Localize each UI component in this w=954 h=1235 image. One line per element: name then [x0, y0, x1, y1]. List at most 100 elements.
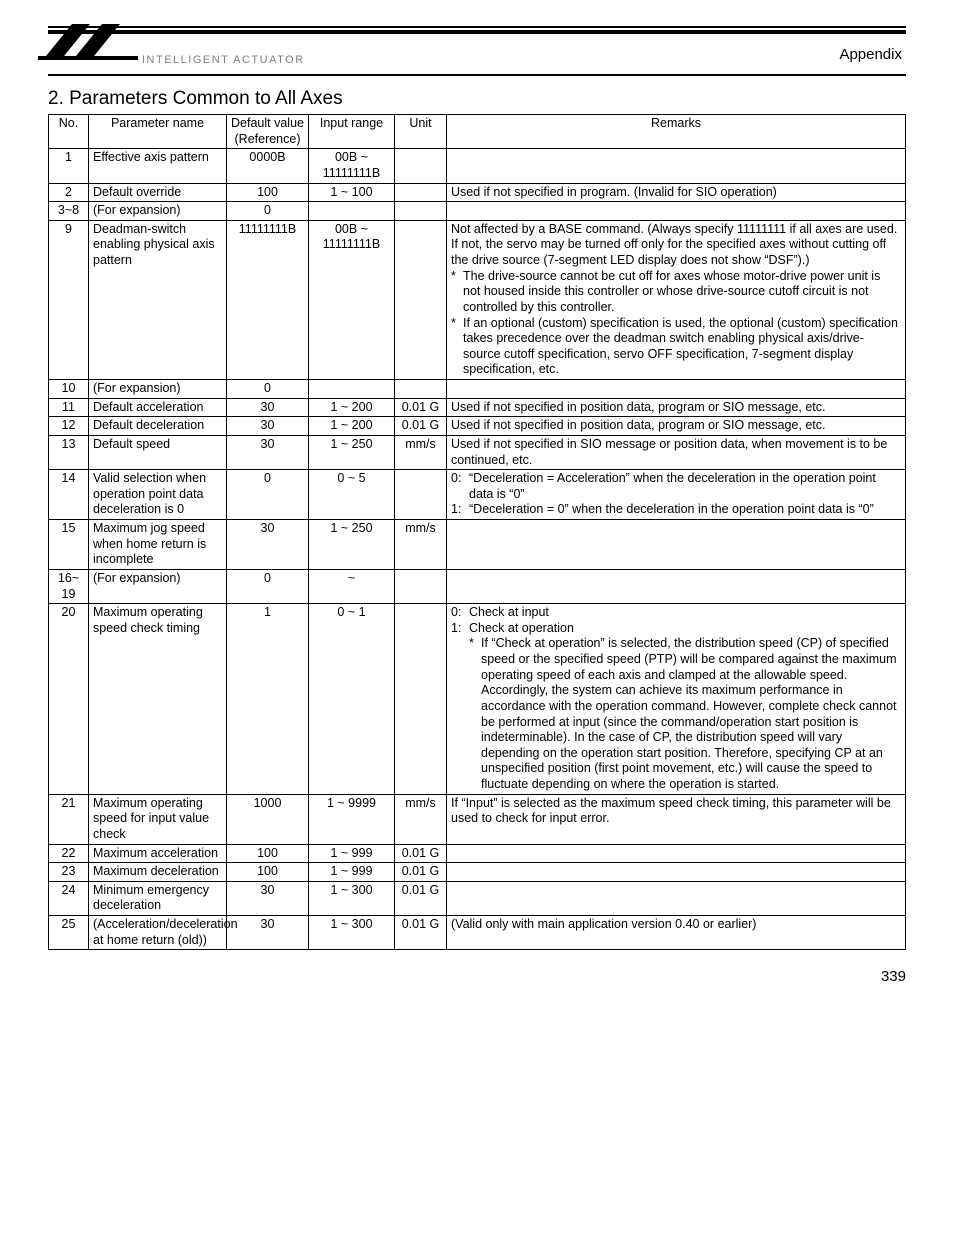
cell-def: 0 — [227, 380, 309, 399]
table-row: 23 Maximum deceleration 100 1 ~ 999 0.01… — [49, 863, 906, 882]
cell-rem — [447, 149, 906, 183]
cell-rng: 1 ~ 250 — [309, 435, 395, 469]
cell-rng: 1 ~ 999 — [309, 863, 395, 882]
page-number: 339 — [48, 968, 906, 985]
cell-def: 100 — [227, 844, 309, 863]
col-rem: Remarks — [447, 115, 906, 149]
remarks-opt: 1:“Deceleration = 0” when the decelerati… — [451, 502, 901, 518]
table-row: 13 Default speed 30 1 ~ 250 mm/s Used if… — [49, 435, 906, 469]
cell-name: Valid selection when operation point dat… — [89, 470, 227, 520]
cell-name: Effective axis pattern — [89, 149, 227, 183]
cell-rem: Used if not specified in position data, … — [447, 398, 906, 417]
cell-def: 11111111B — [227, 220, 309, 379]
cell-no: 21 — [49, 794, 89, 844]
col-no: No. — [49, 115, 89, 149]
cell-no: 10 — [49, 380, 89, 399]
cell-def: 1 — [227, 604, 309, 795]
cell-no: 13 — [49, 435, 89, 469]
cell-name: Deadman-switch enabling physical axis pa… — [89, 220, 227, 379]
cell-rem: Used if not specified in SIO message or … — [447, 435, 906, 469]
table-row: 14 Valid selection when operation point … — [49, 470, 906, 520]
cell-rng — [309, 380, 395, 399]
cell-rng: 0 ~ 1 — [309, 604, 395, 795]
remarks-opt: 0:Check at input — [451, 605, 901, 621]
cell-name: Maximum jog speed when home return is in… — [89, 520, 227, 570]
cell-rng: 1 ~ 300 — [309, 916, 395, 950]
cell-rng: 0 ~ 5 — [309, 470, 395, 520]
table-row: 21 Maximum operating speed for input val… — [49, 794, 906, 844]
cell-def: 0 — [227, 569, 309, 603]
table-row: 20 Maximum operating speed check timing … — [49, 604, 906, 795]
cell-no: 20 — [49, 604, 89, 795]
cell-rng: 00B ~ 11111111B — [309, 220, 395, 379]
cell-def: 100 — [227, 183, 309, 202]
cell-name: Default speed — [89, 435, 227, 469]
table-row: 25 (Acceleration/deceleration at home re… — [49, 916, 906, 950]
cell-unit — [395, 202, 447, 221]
cell-unit: mm/s — [395, 435, 447, 469]
cell-unit: 0.01 G — [395, 916, 447, 950]
cell-def: 100 — [227, 863, 309, 882]
cell-rem — [447, 380, 906, 399]
cell-def: 0000B — [227, 149, 309, 183]
cell-name: Default override — [89, 183, 227, 202]
cell-unit: 0.01 G — [395, 881, 447, 915]
cell-rem — [447, 520, 906, 570]
col-def: Default value (Reference) — [227, 115, 309, 149]
table-row: 3~8 (For expansion) 0 — [49, 202, 906, 221]
cell-name: (For expansion) — [89, 380, 227, 399]
cell-unit — [395, 183, 447, 202]
page-header: INTELLIGENT ACTUATOR Appendix — [48, 30, 906, 76]
cell-no: 12 — [49, 417, 89, 436]
cell-rng: 1 ~ 999 — [309, 844, 395, 863]
table-row: 24 Minimum emergency deceleration 30 1 ~… — [49, 881, 906, 915]
cell-rng: 1 ~ 200 — [309, 417, 395, 436]
brand-logo: INTELLIGENT ACTUATOR — [38, 12, 305, 68]
cell-unit: 0.01 G — [395, 398, 447, 417]
cell-name: Maximum acceleration — [89, 844, 227, 863]
cell-unit — [395, 149, 447, 183]
cell-name: (For expansion) — [89, 569, 227, 603]
col-name: Parameter name — [89, 115, 227, 149]
cell-no: 3~8 — [49, 202, 89, 221]
remarks-note: *If “Check at operation” is selected, th… — [469, 636, 901, 792]
cell-name: (Acceleration/deceleration at home retur… — [89, 916, 227, 950]
cell-no: 11 — [49, 398, 89, 417]
cell-name: Maximum operating speed for input value … — [89, 794, 227, 844]
cell-no: 1 — [49, 149, 89, 183]
parameters-table: No. Parameter name Default value (Refere… — [48, 114, 906, 950]
cell-no: 16~ 19 — [49, 569, 89, 603]
remarks-opt: 1:Check at operation — [451, 621, 901, 637]
table-row: 10 (For expansion) 0 — [49, 380, 906, 399]
logo-icon — [38, 12, 138, 68]
remarks-note: *The drive-source cannot be cut off for … — [451, 269, 901, 316]
cell-rem: 0:“Deceleration = Acceleration” when the… — [447, 470, 906, 520]
cell-rem: Used if not specified in program. (Inval… — [447, 183, 906, 202]
table-row: 22 Maximum acceleration 100 1 ~ 999 0.01… — [49, 844, 906, 863]
cell-unit — [395, 604, 447, 795]
cell-rem — [447, 202, 906, 221]
section-title: 2. Parameters Common to All Axes — [48, 88, 906, 110]
cell-rng: 1 ~ 300 — [309, 881, 395, 915]
col-rng: Input range — [309, 115, 395, 149]
cell-def: 30 — [227, 916, 309, 950]
cell-no: 22 — [49, 844, 89, 863]
cell-rem — [447, 863, 906, 882]
cell-def: 0 — [227, 470, 309, 520]
table-row: 9 Deadman-switch enabling physical axis … — [49, 220, 906, 379]
brand-text: INTELLIGENT ACTUATOR — [142, 54, 305, 66]
cell-unit — [395, 380, 447, 399]
cell-rem — [447, 844, 906, 863]
cell-no: 15 — [49, 520, 89, 570]
remarks-note: *If an optional (custom) specification i… — [451, 316, 901, 379]
cell-def: 30 — [227, 881, 309, 915]
table-header-row: No. Parameter name Default value (Refere… — [49, 115, 906, 149]
cell-def: 30 — [227, 520, 309, 570]
cell-no: 23 — [49, 863, 89, 882]
cell-rem — [447, 881, 906, 915]
cell-rem: If “Input” is selected as the maximum sp… — [447, 794, 906, 844]
cell-name: Default deceleration — [89, 417, 227, 436]
cell-unit — [395, 569, 447, 603]
cell-no: 25 — [49, 916, 89, 950]
cell-no: 2 — [49, 183, 89, 202]
